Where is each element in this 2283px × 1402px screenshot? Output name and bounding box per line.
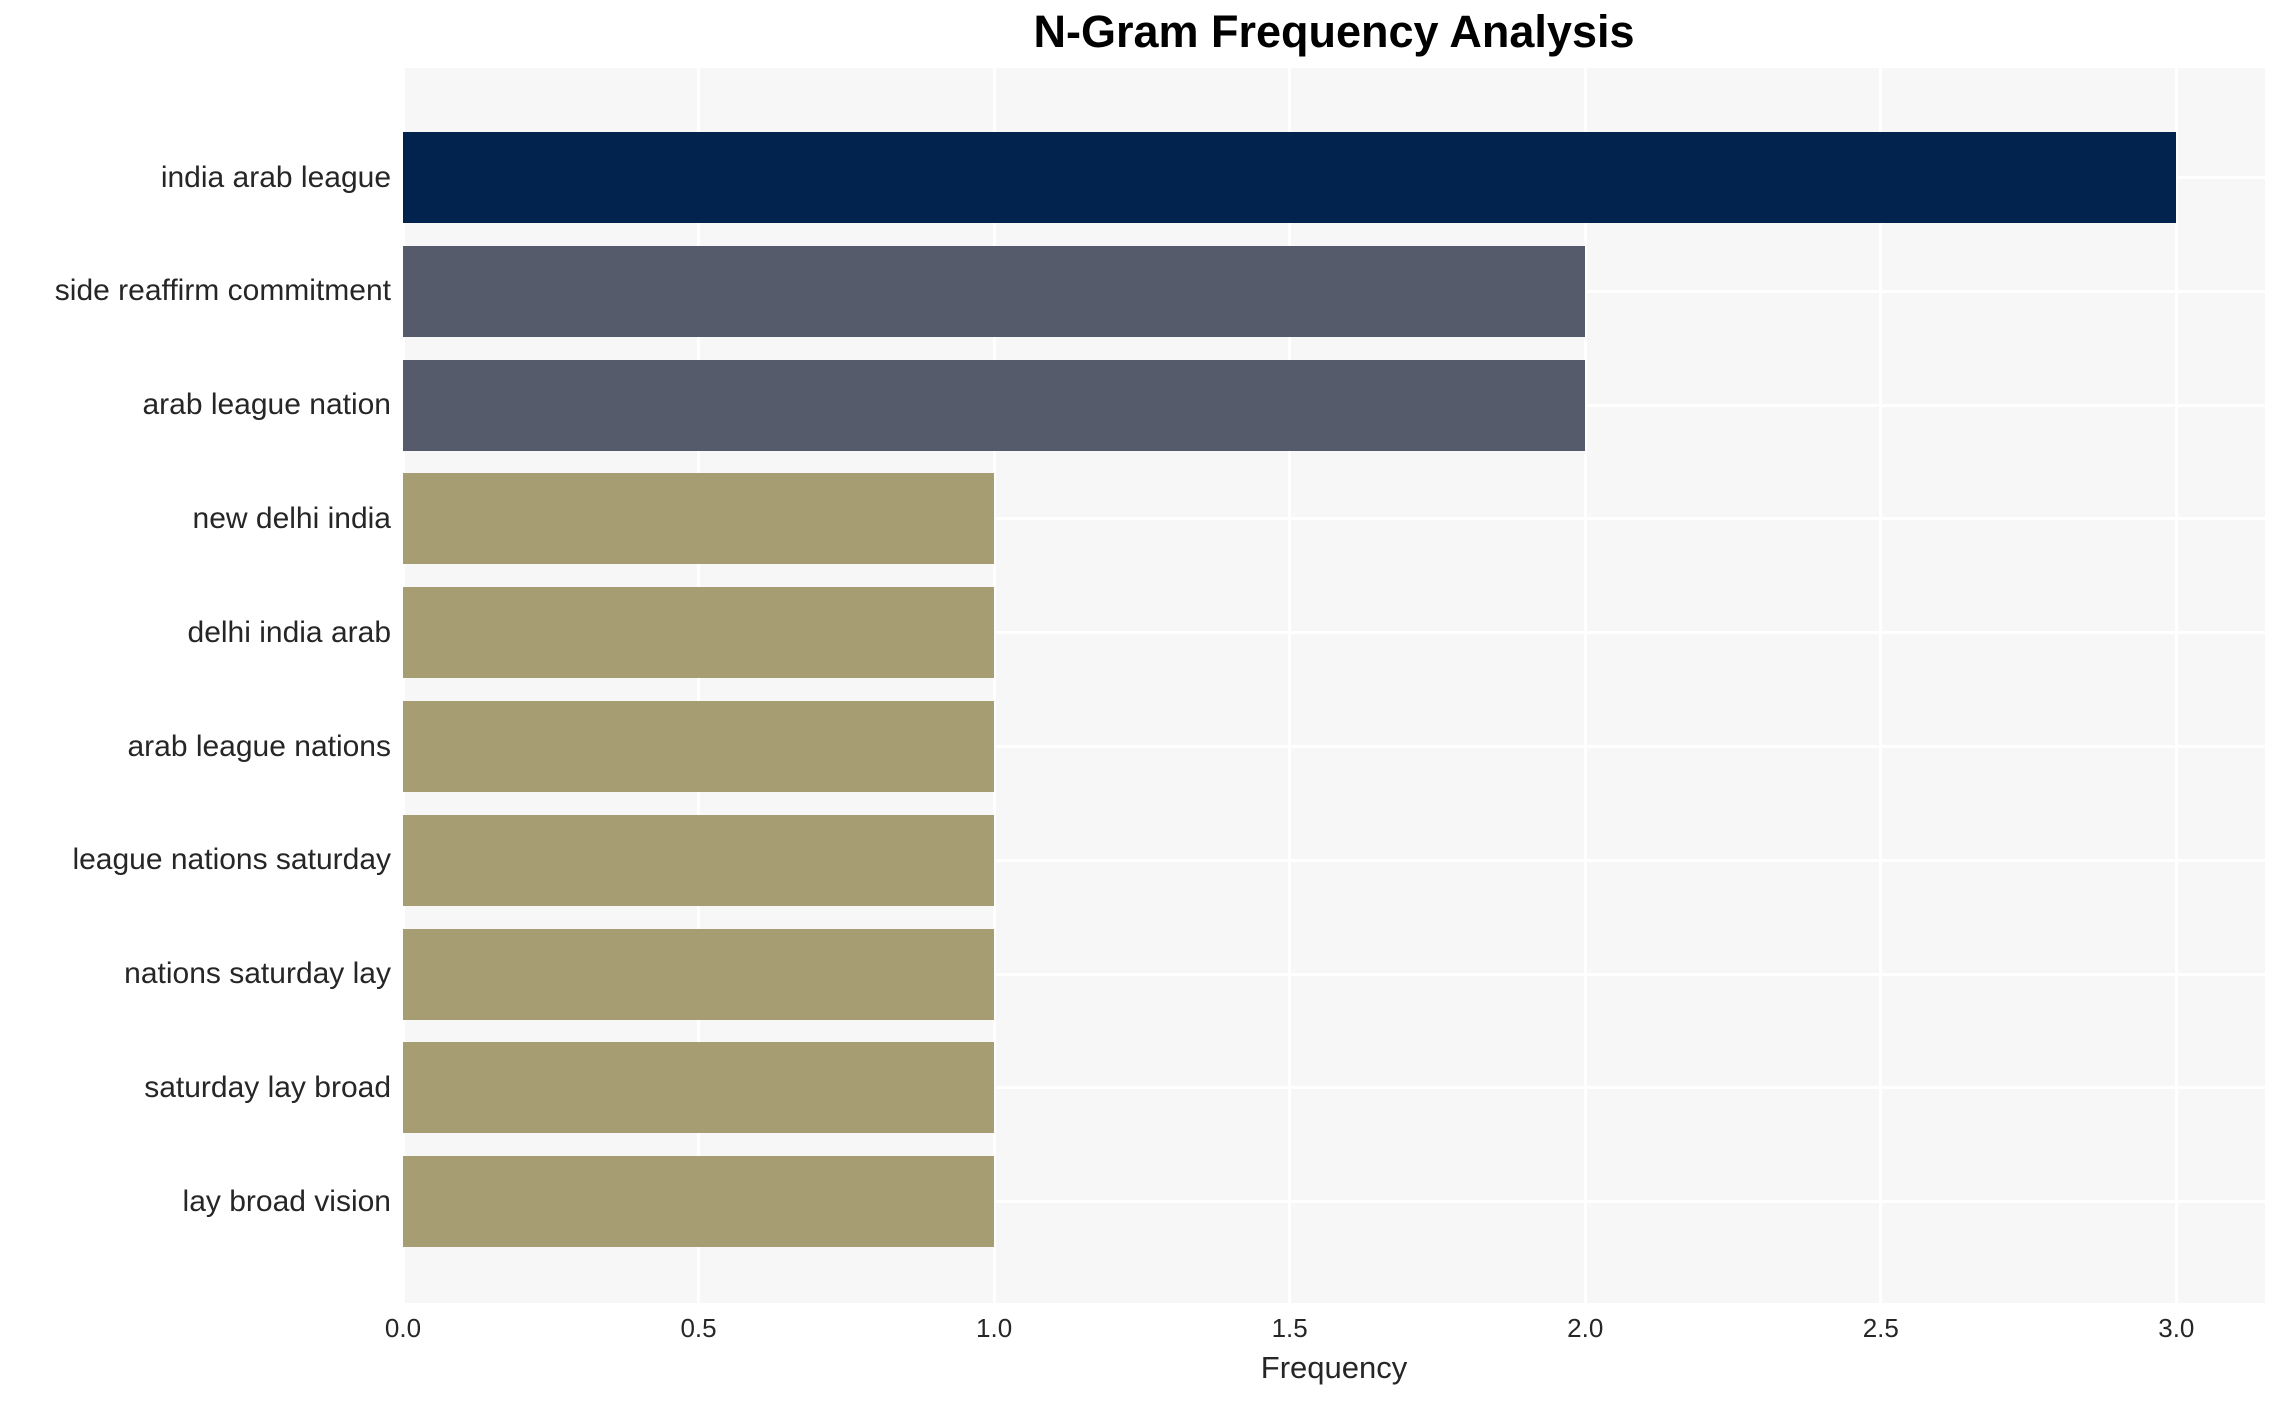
x-tick-label: 0.5	[680, 1313, 717, 1343]
bar	[403, 473, 995, 565]
x-axis-title: Frequency	[1260, 1350, 1408, 1385]
grid-line-y	[403, 517, 2265, 521]
x-tick-label: 1.0	[976, 1313, 1013, 1343]
y-tick-label: league nations saturday	[72, 843, 391, 877]
y-tick-label: arab league nations	[127, 729, 391, 763]
grid-line-x	[1583, 68, 1587, 1303]
bar	[403, 1042, 995, 1134]
grid-line-y	[403, 1086, 2265, 1090]
x-tick-label: 1.5	[1271, 1313, 1308, 1343]
bar	[403, 132, 2177, 223]
y-tick-label: india arab league	[160, 160, 391, 194]
bar	[403, 359, 1586, 451]
grid-line-x	[403, 68, 405, 1303]
y-tick-label: new delhi india	[192, 501, 391, 535]
y-tick-label: side reaffirm commitment	[54, 274, 391, 308]
y-tick-label: nations saturday lay	[124, 957, 391, 991]
bar	[403, 587, 995, 679]
y-tick-label: saturday lay broad	[144, 1070, 391, 1104]
bar	[403, 245, 1586, 337]
chart-title: N-Gram Frequency Analysis	[1033, 6, 1635, 57]
grid-line-y	[403, 1200, 2265, 1204]
x-tick-label: 3.0	[2158, 1313, 2195, 1343]
y-tick-label: delhi india arab	[187, 615, 391, 649]
x-tick-label: 2.5	[1862, 1313, 1899, 1343]
grid-line-x	[2174, 68, 2178, 1303]
y-tick-label: lay broad vision	[182, 1184, 391, 1218]
bar	[403, 928, 995, 1020]
grid-line-x	[992, 68, 996, 1303]
grid-line-x	[697, 68, 701, 1303]
bar	[403, 814, 995, 906]
grid-line-y	[403, 858, 2265, 862]
bar	[403, 701, 995, 792]
grid-line-x	[1879, 68, 1883, 1303]
x-tick-label: 2.0	[1567, 1313, 1604, 1343]
bar	[403, 1156, 995, 1248]
x-tick-label: 0.0	[384, 1313, 422, 1343]
grid-line-y	[403, 631, 2265, 635]
y-tick-label: arab league nation	[142, 388, 391, 422]
grid-line-x	[1288, 68, 1292, 1303]
grid-line-y	[403, 745, 2265, 748]
plot-area	[403, 68, 2265, 1303]
grid-line-y	[403, 972, 2265, 976]
